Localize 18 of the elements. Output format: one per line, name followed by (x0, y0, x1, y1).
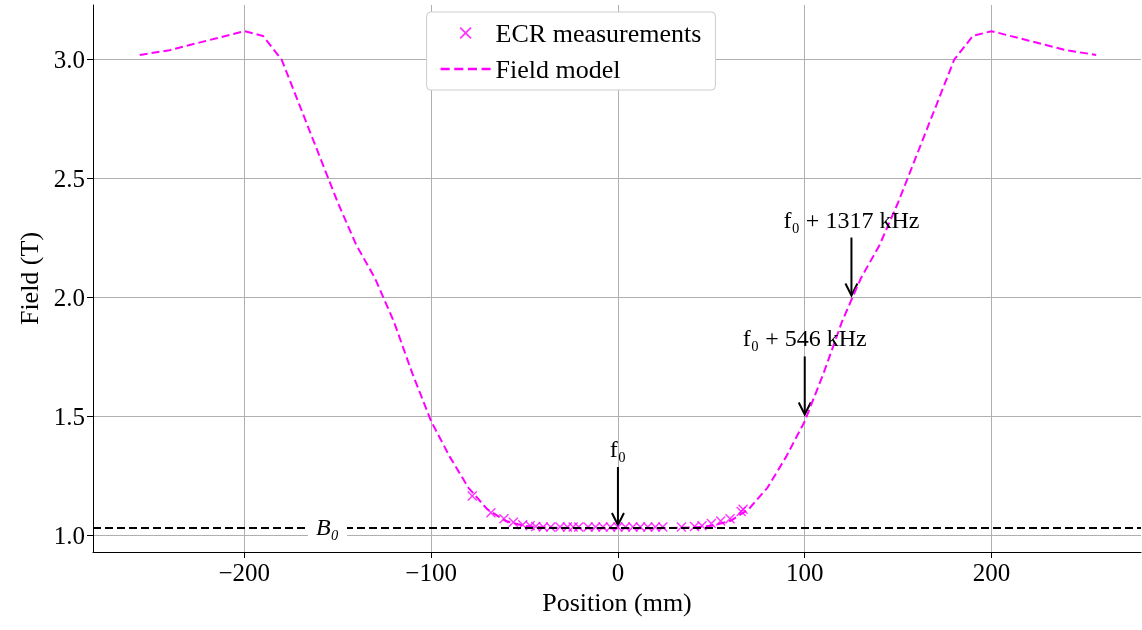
y-tick-label: 2.0 (53, 284, 85, 312)
y-tick-label: 1.0 (53, 521, 85, 549)
y-axis-title: Field (T) (15, 231, 45, 326)
x-axis-title: Position (mm) (542, 588, 692, 618)
annotation: f₀ + 546 kHz (742, 325, 867, 352)
x-tick-label: −200 (218, 559, 271, 586)
legend-label: ECR measurements (495, 18, 702, 48)
annotation: f₀ + 1317 kHz (783, 206, 920, 233)
x-tick-label: 0 (611, 559, 625, 586)
y-tick-label: 3.0 (53, 46, 85, 74)
annotation: f₀ (609, 436, 627, 463)
ref-line-label: B₀ (316, 514, 340, 541)
x-tick-label: 100 (785, 559, 824, 586)
y-tick-label: 1.5 (53, 402, 85, 430)
legend-label: Field model (495, 54, 621, 84)
y-tick-label: 2.5 (53, 165, 85, 193)
x-tick-label: 200 (972, 559, 1011, 586)
x-tick-label: −100 (405, 559, 457, 586)
